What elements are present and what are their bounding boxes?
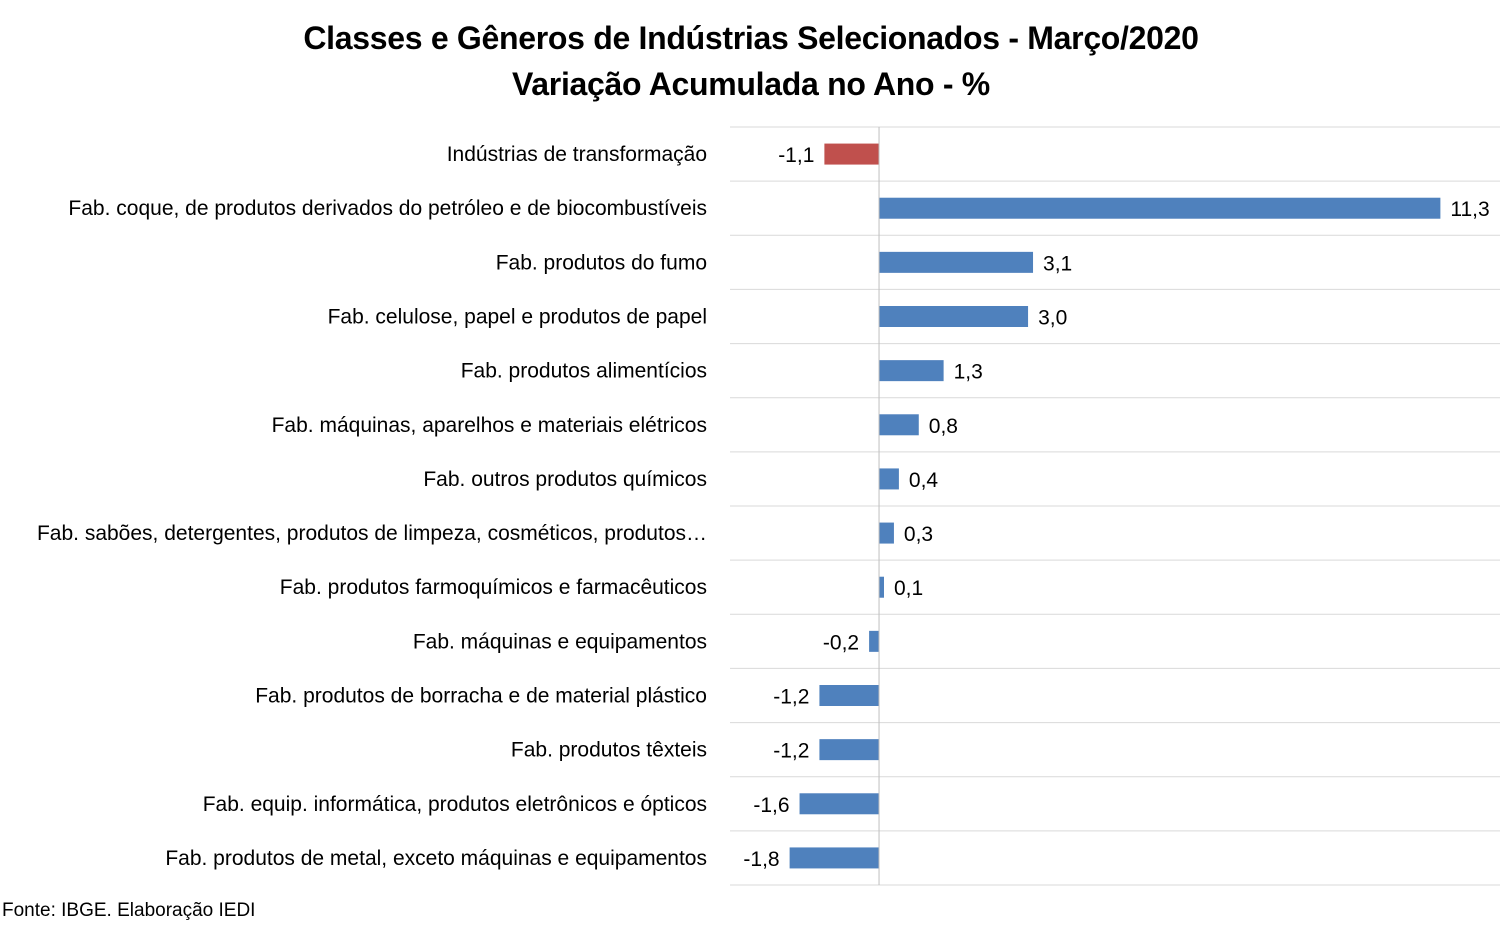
category-label: Fab. produtos têxteis [511, 739, 707, 762]
category-label: Fab. celulose, papel e produtos de papel [328, 306, 707, 329]
bar-chart: Indústrias de transformação -1,1 Fab. coqu… [37, 126, 1500, 886]
data-label: -1,2 [773, 740, 809, 763]
category-label: Fab. máquinas e equipamentos [413, 630, 707, 653]
category-label: Fab. coque, de produtos derivados do pet… [68, 197, 707, 220]
data-label: -1,1 [778, 144, 814, 167]
data-label: 0,8 [929, 415, 958, 438]
category-label: Fab. produtos farmoquímicos e farmacêuti… [280, 576, 707, 599]
chart-title: Classes e Gêneros de Indústrias Selecion… [303, 20, 1199, 56]
data-label: -1,2 [773, 686, 809, 709]
data-label: 1,3 [954, 361, 983, 384]
category-label: Fab. equip. informática, produtos eletrô… [203, 793, 707, 816]
bar [879, 306, 1029, 327]
chart-subtitle: Variação Acumulada no Ano - % [512, 66, 990, 102]
data-label: -1,6 [753, 794, 789, 817]
data-label: 0,4 [909, 469, 939, 492]
category-label: Fab. produtos alimentícios [461, 360, 707, 383]
bar [799, 793, 880, 815]
source-note: Fonte: IBGE. Elaboração IEDI [2, 900, 256, 921]
bar [879, 576, 884, 598]
bar [869, 630, 880, 652]
bar [879, 414, 919, 436]
bar [819, 685, 880, 706]
bar [879, 468, 899, 490]
category-label: Fab. produtos de metal, exceto máquinas … [165, 847, 707, 870]
bar [879, 360, 944, 382]
category-label: Fab. máquinas, aparelhos e materiais elé… [272, 414, 707, 437]
data-label: -0,2 [823, 631, 859, 654]
bar [879, 522, 894, 544]
data-label: 0,1 [894, 577, 923, 600]
category-label: Fab. produtos do fumo [496, 251, 707, 274]
category-label: Fab. outros produtos químicos [423, 468, 707, 491]
bar [824, 143, 880, 165]
bar [879, 251, 1034, 273]
category-label: Indústrias de transformação [447, 143, 707, 166]
category-label: Fab. produtos de borracha e de material … [255, 685, 707, 708]
bar [819, 739, 880, 761]
category-label: Fab. sabões, detergentes, produtos de li… [37, 522, 707, 545]
data-label: -1,8 [743, 848, 779, 871]
data-label: 0,3 [904, 523, 933, 546]
data-label: 11,3 [1450, 198, 1489, 221]
bar [879, 197, 1441, 219]
data-label: 3,0 [1038, 307, 1067, 330]
data-label: 3,1 [1043, 252, 1072, 275]
bar [789, 847, 880, 869]
